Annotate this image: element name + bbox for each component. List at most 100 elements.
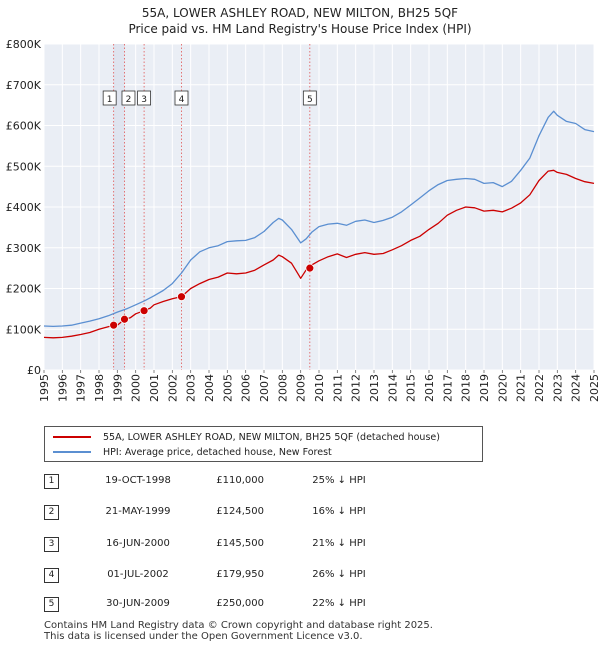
x-tick-label: 2012 (350, 374, 363, 402)
row-price: £110,000 (216, 475, 264, 486)
row-number-badge: 2 (44, 505, 59, 520)
row-date: 30-JUN-2009 (106, 598, 170, 609)
sale-points (109, 263, 315, 330)
x-tick-label: 2002 (166, 374, 179, 402)
x-tick-label: 1997 (75, 374, 88, 402)
row-number-badge: 3 (44, 537, 59, 552)
legend-swatch-hpi (53, 451, 91, 453)
sale-marker-box-frame (102, 90, 117, 106)
x-tick-label: 2015 (405, 374, 418, 402)
legend: 55A, LOWER ASHLEY ROAD, NEW MILTON, BH25… (44, 426, 483, 462)
x-tick-label: 2021 (515, 374, 528, 402)
table-row: 2 21-MAY-1999 £124,500 16% ↓ HPI (44, 505, 464, 521)
row-hpi: 26% ↓ HPI (312, 569, 366, 580)
x-tick-label: 1995 (38, 374, 51, 402)
x-tick-label: 2011 (331, 374, 344, 402)
x-tick-label: 2008 (276, 374, 289, 402)
x-tick-label: 2010 (313, 374, 326, 402)
y-tick-label: £600K (6, 120, 42, 133)
legend-item-hpi: HPI: Average price, detached house, New … (53, 445, 332, 459)
row-number-badge: 4 (44, 568, 59, 583)
y-tick-label: £100K (6, 323, 42, 336)
row-date: 16-JUN-2000 (106, 538, 170, 549)
sale-point (120, 314, 129, 324)
sale-marker-box: 3 (137, 90, 152, 106)
sale-marker-box-label: 5 (307, 95, 313, 105)
sale-marker-box: 5 (302, 90, 317, 106)
x-tick-label: 2007 (258, 374, 271, 402)
sale-marker-box-label: 2 (126, 95, 132, 105)
legend-item-property: 55A, LOWER ASHLEY ROAD, NEW MILTON, BH25… (53, 430, 440, 444)
series-layer (43, 110, 595, 339)
x-tick-label: 2004 (203, 374, 216, 402)
hpi-series-line (43, 110, 595, 328)
table-row: 3 16-JUN-2000 £145,500 21% ↓ HPI (44, 537, 464, 553)
row-date: 21-MAY-1999 (105, 506, 171, 517)
table-row: 4 01-JUL-2002 £179,950 26% ↓ HPI (44, 568, 464, 584)
sale-point (305, 263, 315, 273)
x-tick-label: 2022 (533, 374, 546, 402)
sale-shading (113, 44, 125, 370)
row-hpi: 22% ↓ HPI (312, 598, 366, 609)
x-tick-label: 2018 (460, 374, 473, 402)
sale-marker-box: 2 (121, 90, 136, 106)
row-price: £179,950 (216, 569, 264, 580)
footer-copyright: Contains HM Land Registry data © Crown c… (44, 620, 433, 631)
x-tick-label: 2000 (130, 374, 143, 402)
legend-swatch-property (53, 436, 91, 438)
row-hpi: 16% ↓ HPI (312, 506, 366, 517)
x-tick-label: 2017 (441, 374, 454, 402)
row-number-badge: 1 (44, 474, 59, 489)
x-tick-label: 2006 (240, 374, 253, 402)
row-price: £250,000 (216, 598, 264, 609)
sale-marker-box-label: 1 (107, 95, 113, 105)
row-hpi: 25% ↓ HPI (312, 475, 366, 486)
x-tick-label: 2025 (588, 374, 600, 402)
x-tick-label: 2024 (570, 374, 583, 402)
x-tick-label: 1998 (93, 374, 106, 402)
sale-marker-box-frame (121, 90, 136, 106)
chart-title-block: 55A, LOWER ASHLEY ROAD, NEW MILTON, BH25… (0, 5, 600, 37)
x-axis-ticks: 1995 1996 1997 1998 1999 2000 2001 2002 2003 2004… (38, 370, 600, 402)
chart-subtitle: Price paid vs. HM Land Registry's House … (128, 22, 472, 36)
y-tick-label: £300K (6, 242, 42, 255)
x-tick-label: 1999 (111, 374, 124, 402)
x-tick-label: 2013 (368, 374, 381, 402)
row-hpi: 21% ↓ HPI (312, 538, 366, 549)
y-tick-label: £400K (6, 201, 42, 214)
sale-marker-box-frame (302, 90, 317, 106)
table-row: 1 19-OCT-1998 £110,000 25% ↓ HPI (44, 474, 464, 490)
x-tick-label: 1996 (56, 374, 69, 402)
x-tick-label: 2020 (496, 374, 509, 402)
sale-marker-box-frame (174, 90, 189, 106)
x-tick-label: 2003 (185, 374, 198, 402)
footer: Contains HM Land Registry data © Crown c… (44, 620, 433, 642)
sale-point (177, 292, 186, 302)
sale-marker-box-frame (137, 90, 152, 106)
sale-point (139, 306, 149, 316)
sale-marker-box-label: 3 (141, 95, 147, 105)
y-tick-label: £800K (6, 38, 42, 51)
legend-label-property: 55A, LOWER ASHLEY ROAD, NEW MILTON, BH25… (103, 431, 440, 443)
sale-marker-box: 1 (102, 90, 117, 106)
table-row: 5 30-JUN-2009 £250,000 22% ↓ HPI (44, 597, 464, 613)
footer-licence: This data is licensed under the Open Gov… (44, 631, 363, 642)
row-date: 19-OCT-1998 (105, 475, 171, 486)
y-tick-label: £700K (6, 79, 42, 92)
legend-label-hpi: HPI: Average price, detached house, New … (103, 446, 332, 458)
sale-marker-box-label: 4 (179, 95, 185, 105)
sale-point (109, 320, 119, 330)
x-tick-label: 2016 (423, 374, 436, 402)
row-date: 01-JUL-2002 (107, 569, 169, 580)
y-tick-label: £200K (6, 283, 42, 296)
x-tick-label: 2009 (295, 374, 308, 402)
y-tick-label: £500K (6, 160, 42, 173)
x-tick-label: 2019 (478, 374, 491, 402)
x-tick-label: 2014 (386, 374, 399, 402)
x-tick-label: 2005 (221, 374, 234, 402)
x-tick-label: 2001 (148, 374, 161, 402)
chart-title: 55A, LOWER ASHLEY ROAD, NEW MILTON, BH25… (141, 6, 459, 20)
row-number-badge: 5 (44, 597, 59, 612)
